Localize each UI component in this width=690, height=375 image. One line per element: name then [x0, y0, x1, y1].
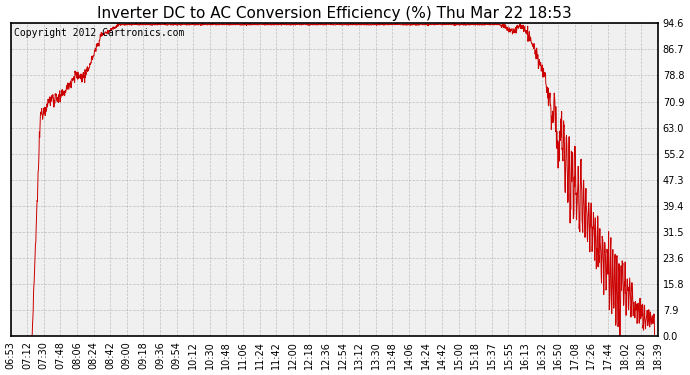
Text: Copyright 2012 Cartronics.com: Copyright 2012 Cartronics.com — [14, 28, 184, 38]
Title: Inverter DC to AC Conversion Efficiency (%) Thu Mar 22 18:53: Inverter DC to AC Conversion Efficiency … — [97, 6, 571, 21]
